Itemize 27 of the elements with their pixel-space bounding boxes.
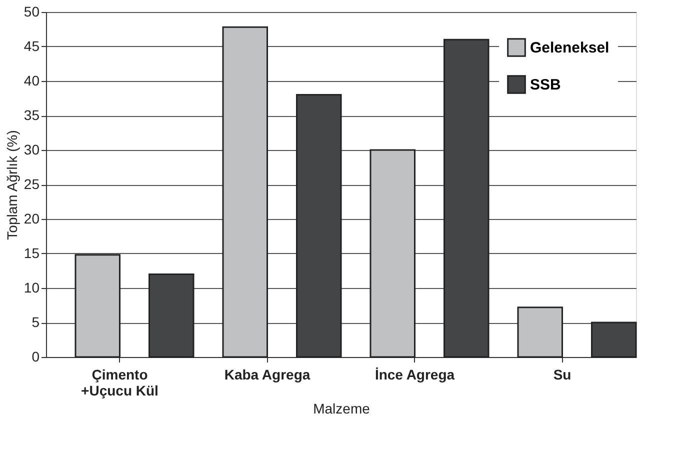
- y-tick-label: 0: [32, 348, 40, 364]
- bar: [370, 149, 416, 358]
- y-tick-label: 45: [24, 38, 40, 54]
- x-tick-label: Su: [553, 366, 572, 382]
- bar: [222, 26, 268, 358]
- bar: [444, 38, 490, 358]
- legend-label: SSB: [530, 76, 562, 94]
- y-tick-label: 10: [24, 280, 40, 296]
- y-tick-label: 35: [24, 107, 40, 123]
- y-tick-label: 5: [32, 314, 40, 330]
- y-tick-label: 15: [24, 245, 40, 261]
- x-tick-label: İnce Agrega: [374, 366, 455, 382]
- x-axis-title: Malzeme: [313, 400, 370, 416]
- y-tick-label: 50: [24, 4, 40, 20]
- y-axis-title: Toplam Ağrlık (%): [4, 130, 20, 240]
- bar: [591, 322, 637, 358]
- x-tick-label: Kaba Agrega: [224, 366, 310, 382]
- legend-label: Geleneksel: [530, 40, 610, 56]
- bar: [296, 94, 342, 358]
- y-tick-label: 20: [24, 210, 40, 226]
- bar: [517, 306, 563, 358]
- y-tick-label: 25: [24, 176, 40, 192]
- x-tick-label: Çimento +Uçucu Kül: [81, 366, 158, 398]
- bar: [148, 273, 194, 358]
- y-tick-label: 30: [24, 142, 40, 158]
- y-tick-label: 40: [24, 72, 40, 88]
- bar: [74, 254, 120, 358]
